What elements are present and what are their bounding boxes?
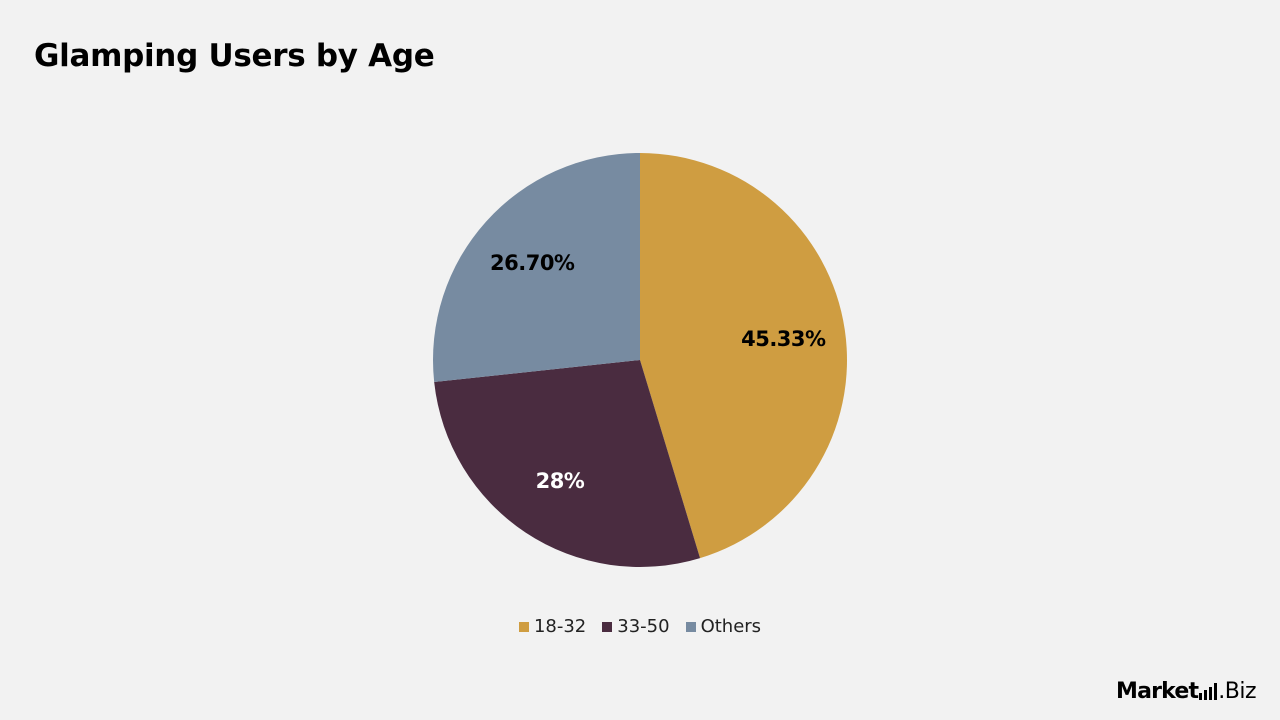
legend-item: 18-32 (518, 616, 587, 637)
brand-name: Market (1115, 679, 1199, 704)
brand-logo: Market .Biz (1115, 679, 1257, 704)
bar-chart-icon (1199, 682, 1218, 700)
slice-value-label: 45.33% (741, 327, 826, 351)
slice-value-label: 26.70% (490, 251, 575, 275)
legend-swatch (602, 621, 613, 632)
chart-legend: 18-32 33-50 Others (0, 616, 1280, 637)
legend-label: Others (700, 616, 762, 637)
pie-slice-others (433, 153, 640, 382)
legend-label: 33-50 (617, 616, 670, 637)
pie-slice-33-50 (434, 360, 701, 567)
legend-label: 18-32 (533, 616, 587, 637)
chart-title: Glamping Users by Age (34, 38, 435, 74)
brand-suffix: .Biz (1218, 679, 1256, 704)
legend-item: 33-50 (602, 616, 670, 637)
slice-value-label: 28% (536, 469, 585, 493)
legend-item: Others (685, 616, 762, 637)
legend-swatch (518, 621, 529, 632)
pie-slice-18-32 (640, 153, 847, 559)
legend-swatch (685, 621, 696, 632)
